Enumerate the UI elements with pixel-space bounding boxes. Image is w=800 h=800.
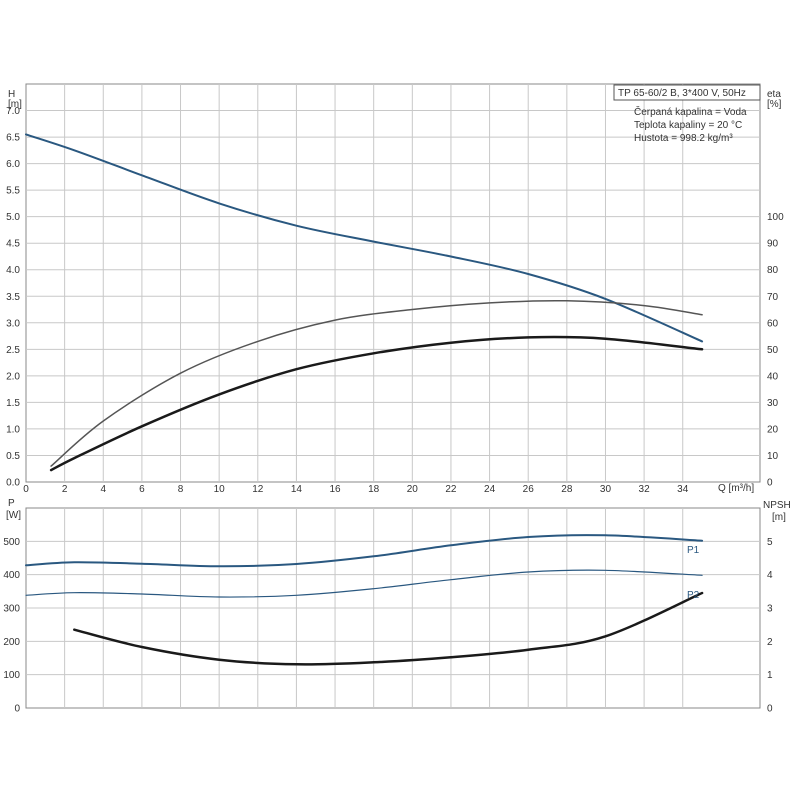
right-tick-label: 30: [767, 398, 779, 409]
condition-density: Hustota = 998.2 kg/m³: [634, 133, 733, 144]
x-tick-label: 24: [484, 484, 496, 495]
left-tick-label: 5.0: [6, 212, 20, 223]
x-tick-label: 34: [677, 484, 689, 495]
efficiency-axis-ticks: 0 10 20 30 40 50 60 70 80 90 100: [767, 212, 784, 488]
left-tick-label: 0: [14, 704, 20, 715]
right-tick-label: 90: [767, 239, 779, 250]
left-tick-label: 6.5: [6, 133, 20, 144]
right-tick-label: 10: [767, 451, 779, 462]
x-tick-label: 14: [291, 484, 303, 495]
efficiency-axis-name: eta: [767, 89, 781, 100]
power-axis-ticks: 0 100 200 300 400 500: [3, 537, 20, 715]
right-tick-label: 1: [767, 670, 773, 681]
left-tick-label: 4.5: [6, 239, 20, 250]
left-tick-label: 3.5: [6, 292, 20, 303]
right-tick-label: 2: [767, 637, 773, 648]
x-tick-label: 32: [639, 484, 651, 495]
right-tick-label: 0: [767, 478, 773, 489]
head-axis-name: H: [8, 89, 15, 100]
bottom-series-line-3: [73, 591, 704, 666]
x-tick-label: 30: [600, 484, 612, 495]
right-tick-label: 70: [767, 292, 779, 303]
bottom-series-line-1: [25, 534, 704, 568]
top-plot-frame: [25, 83, 761, 483]
right-tick-label: 20: [767, 424, 779, 435]
x-tick-label: 8: [178, 484, 184, 495]
right-tick-label: 40: [767, 371, 779, 382]
right-tick-label: 50: [767, 345, 779, 356]
x-tick-label: 26: [523, 484, 535, 495]
efficiency-axis-unit: [%]: [767, 99, 782, 110]
bottom-series-line-2: [25, 569, 703, 598]
flow-axis-ticks: 0 2 4 6 8 10 12 14 16 18 20 22 24 26 28 30 32 34: [23, 484, 689, 495]
x-tick-label: 6: [139, 484, 145, 495]
right-tick-label: 0: [767, 704, 773, 715]
top-series-line-3: [49, 335, 704, 472]
left-tick-label: 2.5: [6, 345, 20, 356]
top-series-line-2: [50, 299, 703, 467]
bottom-gridlines: [26, 508, 760, 708]
right-tick-label: 5: [767, 537, 773, 548]
top-series-line-1: [25, 133, 704, 343]
right-tick-label: 60: [767, 318, 779, 329]
left-tick-label: 0.0: [6, 478, 20, 489]
left-tick-label: 3.0: [6, 318, 20, 329]
x-tick-label: 22: [445, 484, 457, 495]
left-tick-label: 400: [3, 570, 20, 581]
power-axis-unit: [W]: [6, 510, 21, 521]
left-tick-label: 1.0: [6, 424, 20, 435]
left-tick-label: 300: [3, 604, 20, 615]
head-efficiency-panel: 0.0 0.5 1.0 1.5 2.0 2.5 3.0 3.5 4.0 4.5 5.0 5.5 6.0 6…: [6, 83, 784, 495]
left-tick-label: 7.0: [6, 106, 20, 117]
x-tick-label: 4: [100, 484, 106, 495]
x-tick-label: 2: [62, 484, 68, 495]
title-box: [613, 84, 761, 101]
x-tick-label: 0: [23, 484, 29, 495]
right-tick-label: 80: [767, 265, 779, 276]
left-tick-label: 200: [3, 637, 20, 648]
x-tick-label: 12: [252, 484, 264, 495]
x-tick-label: 10: [214, 484, 226, 495]
npsh-axis-ticks: 0 1 2 3 4 5: [767, 537, 773, 715]
condition-temperature: Teplota kapaliny = 20 °C: [634, 120, 742, 131]
npsh-axis-name: NPSH: [763, 500, 791, 511]
series-label-p2: P2: [687, 590, 700, 601]
left-tick-label: 1.5: [6, 398, 20, 409]
left-tick-label: 2.0: [6, 371, 20, 382]
x-tick-label: 20: [407, 484, 419, 495]
top-series: [25, 133, 704, 472]
left-tick-label: 500: [3, 537, 20, 548]
series-label-p1: P1: [687, 545, 700, 556]
left-tick-label: 6.0: [6, 159, 20, 170]
left-tick-label: 0.5: [6, 451, 20, 462]
left-tick-label: 4.0: [6, 265, 20, 276]
condition-fluid: Čerpaná kapalina = Voda: [634, 105, 747, 118]
head-axis-ticks: 0.0 0.5 1.0 1.5 2.0 2.5 3.0 3.5 4.0 4.5 5.0 5.5 6.0 6…: [6, 106, 20, 488]
npsh-axis-unit: [m]: [772, 512, 786, 523]
flow-axis-label: Q [m³/h]: [718, 483, 754, 494]
head-axis-unit: [m]: [8, 99, 22, 110]
bottom-series: [25, 534, 704, 666]
left-tick-label: 5.5: [6, 186, 20, 197]
power-axis-name: P: [8, 498, 15, 509]
right-tick-label: 4: [767, 570, 773, 581]
pump-title: TP 65-60/2 B, 3*400 V, 50Hz: [618, 88, 746, 99]
left-tick-label: 100: [3, 670, 20, 681]
right-tick-label: 3: [767, 604, 773, 615]
x-tick-label: 16: [329, 484, 341, 495]
x-tick-label: 18: [368, 484, 380, 495]
x-tick-label: 28: [561, 484, 573, 495]
right-tick-label: 100: [767, 212, 784, 223]
power-npsh-panel: 0 100 200 300 400 500 0 1 2 3 4 5 P [W] NPSH [m] P…: [3, 498, 790, 715]
